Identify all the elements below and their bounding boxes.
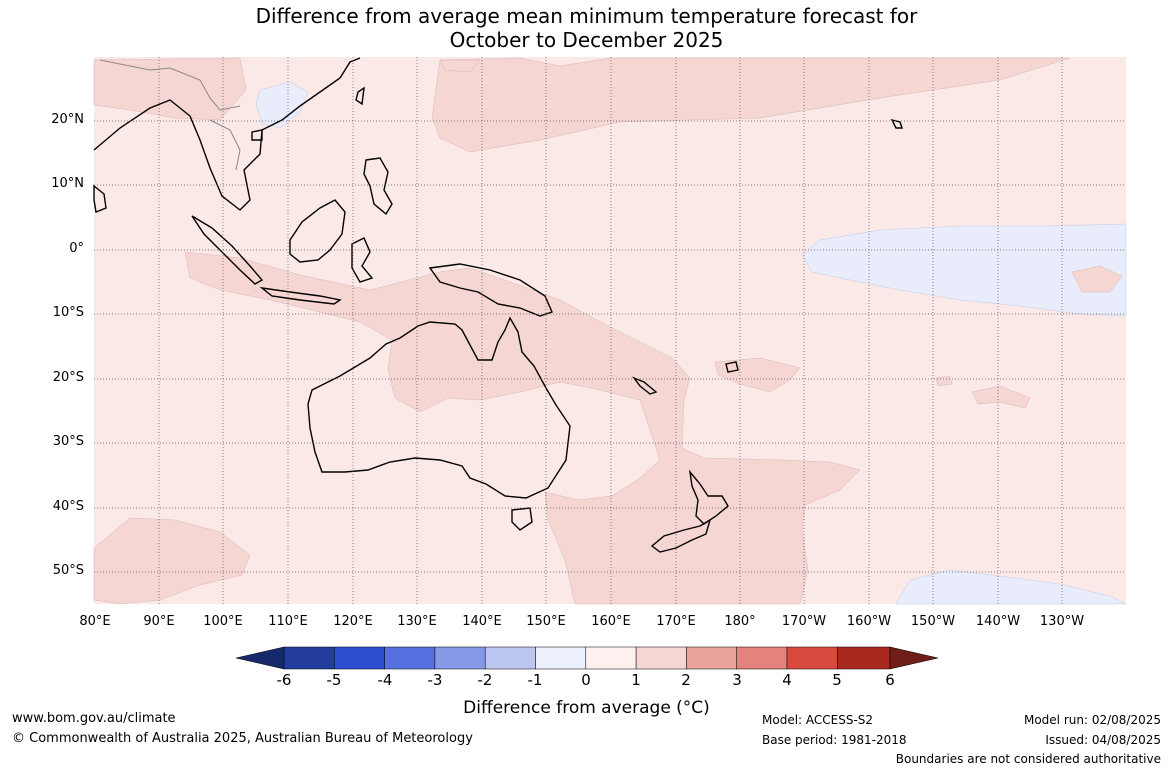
colorbar-box-6 xyxy=(535,646,587,670)
colorbar xyxy=(235,646,939,670)
country-borders xyxy=(99,59,241,171)
taiwan-coastline xyxy=(355,86,365,106)
colorbar-tick: 2 xyxy=(681,671,691,689)
map-title-line2: October to December 2025 xyxy=(449,28,724,52)
new-guinea-coastline xyxy=(428,263,553,317)
website-link[interactable]: www.bom.gov.au/climate xyxy=(12,711,176,726)
asia-mainland-coastline xyxy=(93,57,361,211)
colorbar-tick: -3 xyxy=(427,671,443,689)
australia-coastline xyxy=(307,316,571,499)
lon-label: 150°W xyxy=(910,614,956,629)
model-run-text: Model run: 02/08/2025 xyxy=(1023,713,1161,727)
colorbar-box-8 xyxy=(635,646,687,670)
lon-label: 130°W xyxy=(1039,614,1085,629)
colorbar-box-7 xyxy=(585,646,637,670)
colorbar-box-4 xyxy=(434,646,486,670)
colorbar-box-12 xyxy=(837,646,891,670)
colorbar-tick: -4 xyxy=(377,671,393,689)
colorbar-extend-high xyxy=(889,646,939,670)
lat-label: 40°S xyxy=(52,499,84,514)
lon-label: 160°E xyxy=(591,614,631,629)
lat-label: 50°S xyxy=(52,563,84,578)
colorbar-tick: -6 xyxy=(276,671,292,689)
lat-label: 10°N xyxy=(51,176,84,191)
lon-label: 160°W xyxy=(846,614,892,629)
lat-label: 30°S xyxy=(52,434,84,449)
lat-label: 10°S xyxy=(52,305,84,320)
sri-lanka-coastline xyxy=(93,184,107,213)
lon-label: 90°E xyxy=(143,614,175,629)
colorbar-tick: -1 xyxy=(527,671,543,689)
colorbar-tick: -2 xyxy=(477,671,493,689)
lon-label: 120°E xyxy=(333,614,373,629)
lon-label: 100°E xyxy=(203,614,243,629)
colorbar-tick: -5 xyxy=(326,671,342,689)
map-title-line1: Difference from average mean minimum tem… xyxy=(255,4,918,28)
copyright-text: © Commonwealth of Australia 2025, Austra… xyxy=(12,731,473,746)
colorbar-tick: 3 xyxy=(732,671,742,689)
colorbar-box-1 xyxy=(283,646,335,670)
philippines-coastline xyxy=(363,157,393,216)
lat-label: 0° xyxy=(69,241,84,256)
java-coastline xyxy=(259,286,342,305)
lon-label: 130°E xyxy=(397,614,437,629)
fiji-coastline xyxy=(725,361,739,373)
lon-label: 170°E xyxy=(656,614,696,629)
lat-label: 20°S xyxy=(52,370,84,385)
colorbar-box-3 xyxy=(384,646,436,670)
borneo-coastline xyxy=(289,199,346,263)
hawaii-coastline xyxy=(890,118,903,129)
colorbar-label: Difference from average (°C) xyxy=(463,698,710,718)
lon-label: 180° xyxy=(724,614,756,629)
new-zealand-south-coastline xyxy=(650,518,712,553)
lon-label: 150°E xyxy=(526,614,566,629)
lon-label: 140°E xyxy=(462,614,502,629)
colorbar-box-2 xyxy=(334,646,385,670)
new-caledonia-coastline xyxy=(631,376,658,395)
colorbar-box-11 xyxy=(786,646,838,670)
colorbar-tick: 1 xyxy=(631,671,641,689)
sumatra-coastline xyxy=(191,215,264,285)
colorbar-box-10 xyxy=(736,646,788,670)
anomaly-negative-regions xyxy=(255,81,1127,605)
issued-text: Issued: 04/08/2025 xyxy=(1045,733,1161,747)
lon-label: 140°W xyxy=(975,614,1021,629)
model-text: Model: ACCESS-S2 xyxy=(762,713,874,727)
hainan-coastline xyxy=(251,129,263,141)
colorbar-box-5 xyxy=(484,646,536,670)
lat-label: 20°N xyxy=(51,112,84,127)
colorbar-box-9 xyxy=(686,646,737,670)
new-zealand-north-coastline xyxy=(688,469,729,525)
colorbar-tick: 5 xyxy=(832,671,842,689)
colorbar-extend-low xyxy=(235,646,285,670)
colorbar-tick: 6 xyxy=(885,671,895,689)
disclaimer-text: Boundaries are not considered authoritat… xyxy=(895,752,1161,766)
lon-label: 170°W xyxy=(781,614,827,629)
colorbar-tick: 4 xyxy=(782,671,792,689)
lon-label: 80°E xyxy=(79,614,111,629)
anomaly-inner-positive xyxy=(1071,265,1123,293)
lon-label: 110°E xyxy=(268,614,308,629)
colorbar-tick: 0 xyxy=(581,671,591,689)
base-period-text: Base period: 1981-2018 xyxy=(762,733,907,747)
graticule xyxy=(94,57,1126,604)
